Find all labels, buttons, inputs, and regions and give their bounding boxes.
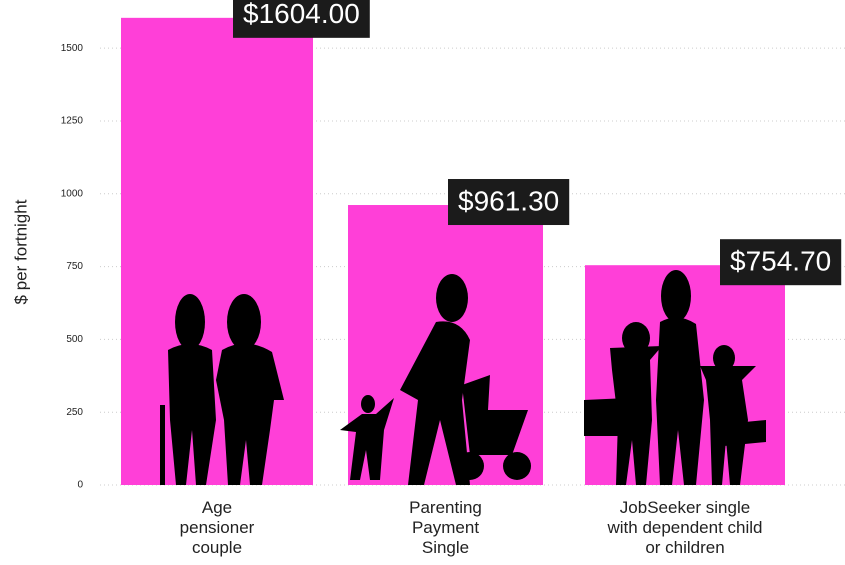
silhouette bbox=[503, 452, 531, 480]
chart-svg: $ per fortnight 0 250 500 750 1000 1250 1500 $… bbox=[0, 0, 845, 565]
value-label: $1604.00 bbox=[243, 0, 360, 29]
x-tick-label: Age pensioner couple bbox=[167, 498, 267, 558]
chart: $ per fortnight 0 250 500 750 1000 1250 1500 $… bbox=[0, 0, 845, 565]
y-tick-label: 1000 bbox=[61, 188, 84, 199]
y-tick-label: 750 bbox=[66, 261, 83, 272]
silhouette bbox=[160, 405, 165, 485]
silhouette bbox=[724, 420, 766, 446]
x-tick-label: Parenting Payment Single bbox=[396, 498, 496, 558]
silhouette bbox=[227, 294, 261, 350]
x-tick-label: JobSeeker single with dependent child or… bbox=[605, 498, 765, 558]
value-label: $754.70 bbox=[730, 246, 831, 277]
silhouette bbox=[456, 452, 484, 480]
y-tick-label: 1250 bbox=[61, 116, 84, 127]
y-axis-label: $ per fortnight bbox=[11, 199, 30, 304]
y-tick-label: 500 bbox=[66, 334, 83, 345]
silhouette bbox=[436, 274, 468, 322]
value-label: $961.30 bbox=[458, 185, 559, 216]
y-tick-label: 1500 bbox=[61, 43, 84, 54]
bar bbox=[121, 18, 313, 485]
y-tick-label: 250 bbox=[66, 407, 83, 418]
silhouettes bbox=[160, 270, 766, 485]
silhouette bbox=[175, 294, 205, 350]
silhouette bbox=[361, 395, 375, 413]
y-tick-label: 0 bbox=[77, 480, 83, 491]
silhouette bbox=[584, 398, 628, 436]
silhouette bbox=[661, 270, 691, 322]
